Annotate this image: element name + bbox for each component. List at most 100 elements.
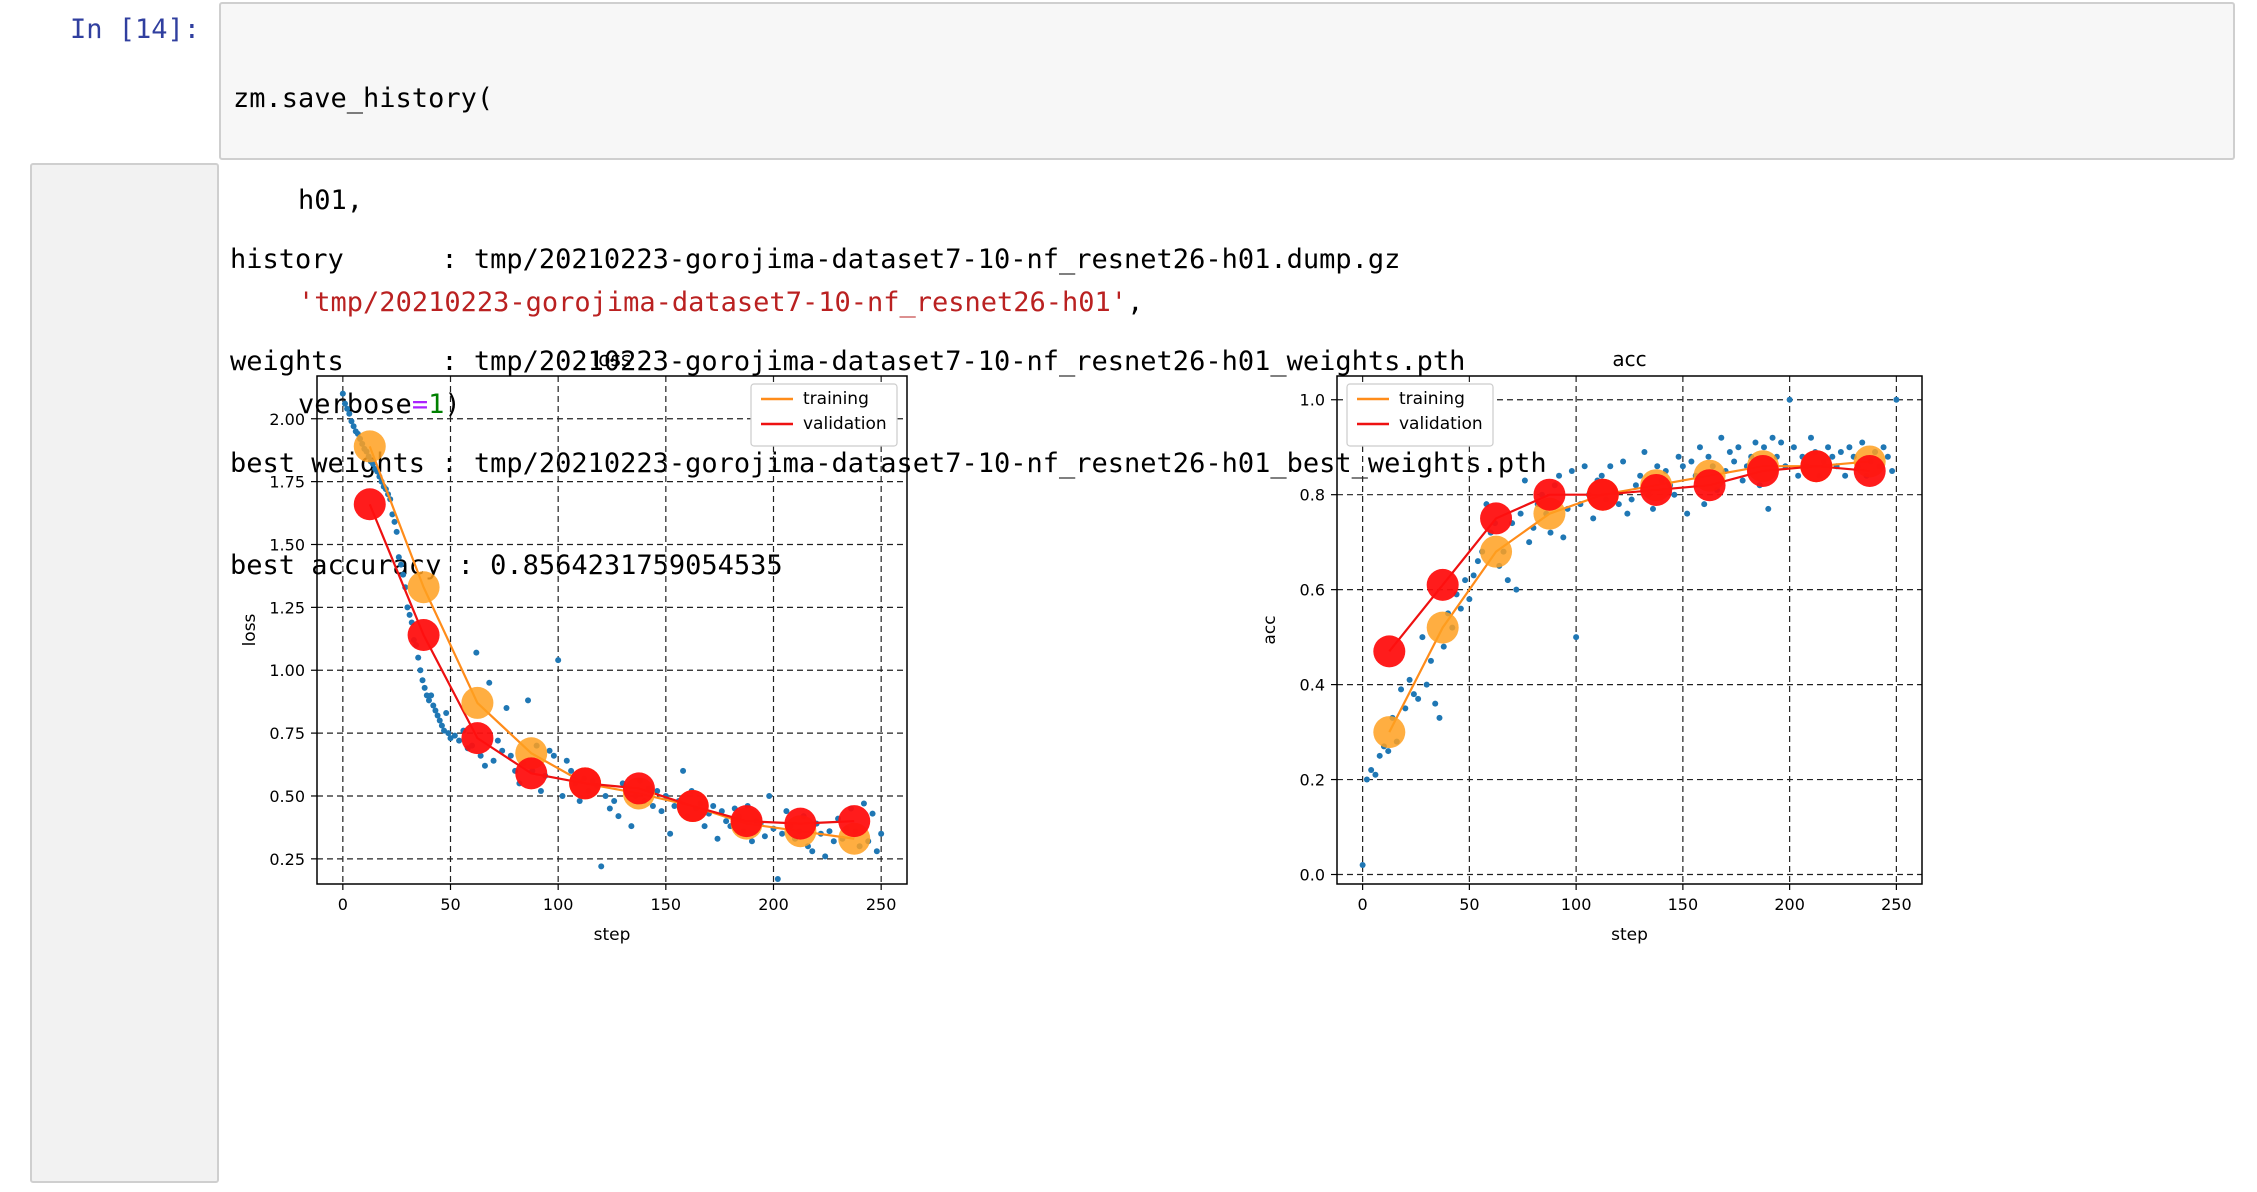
- scatter-point: [1556, 472, 1563, 479]
- validation-marker: [676, 790, 709, 823]
- validation-marker: [461, 722, 494, 755]
- scatter-point: [860, 800, 867, 807]
- scatter-point: [406, 611, 413, 618]
- scatter-point: [550, 752, 557, 759]
- validation-marker: [1373, 635, 1406, 668]
- scatter-point: [1718, 434, 1725, 441]
- scatter-point: [391, 518, 398, 525]
- scatter-point: [1829, 453, 1836, 460]
- scatter-point: [477, 752, 484, 759]
- y-tick-label: 1.50: [269, 535, 305, 554]
- scatter-point: [1893, 396, 1900, 403]
- scatter-point: [1513, 586, 1520, 593]
- scatter-point: [494, 737, 501, 744]
- scatter-point: [546, 747, 553, 754]
- scatter-point: [1419, 634, 1426, 641]
- scatter-point: [341, 400, 348, 407]
- scatter-point: [525, 697, 532, 704]
- y-tick-label: 0.6: [1300, 581, 1325, 600]
- scatter-point: [1474, 558, 1481, 565]
- scatter-point: [1671, 491, 1678, 498]
- scatter-point: [1581, 463, 1588, 470]
- scatter-point: [718, 808, 725, 815]
- scatter-point: [1440, 643, 1447, 650]
- scatter-point: [1837, 448, 1844, 455]
- scatter-point: [1568, 467, 1575, 474]
- validation-marker: [353, 488, 386, 521]
- operator: =: [411, 389, 429, 420]
- scatter-point: [443, 709, 450, 716]
- acc-plot: acc 0 50 100 150 200 250 0.0 0.2 0.4 0.6 0.8 1.0 step…: [1260, 347, 1923, 945]
- plot-frame: [316, 375, 908, 885]
- scatter-point: [1679, 463, 1686, 470]
- scatter-point: [671, 803, 678, 810]
- validation-marker: [1480, 502, 1513, 535]
- validation-marker: [1640, 473, 1673, 506]
- scatter-point: [576, 798, 583, 805]
- y-tick-label: 0.25: [269, 850, 305, 869]
- scatter-point: [654, 787, 661, 794]
- string-literal: 'tmp/20210223-gorojima-dataset7-10-nf_re…: [298, 287, 1128, 318]
- code-cell[interactable]: In [14]: zm.save_history( h01, 'tmp/2021…: [0, 0, 2257, 420]
- scatter-point: [774, 875, 781, 882]
- scatter-point: [1398, 686, 1405, 693]
- scatter-point: [438, 722, 445, 729]
- legend: training validation: [1346, 383, 1494, 447]
- scatter-point: [1632, 482, 1639, 489]
- scatter-point: [830, 838, 837, 845]
- code-editor[interactable]: zm.save_history( h01, 'tmp/20210223-goro…: [219, 2, 2235, 420]
- x-tick-label: 0: [1358, 895, 1368, 914]
- scatter-point: [869, 810, 876, 817]
- code-line: 'tmp/20210223-gorojima-dataset7-10-nf_re…: [298, 287, 1144, 318]
- scatter-point: [369, 461, 376, 468]
- scatter-point: [436, 717, 443, 724]
- scatter-point: [615, 813, 622, 820]
- scatter-point: [400, 571, 407, 578]
- y-axis-label: acc: [1260, 615, 1280, 644]
- x-axis-label: step: [1611, 925, 1648, 945]
- scatter-point: [1884, 453, 1891, 460]
- scatter-point: [1573, 634, 1580, 641]
- scatter-point: [611, 798, 618, 805]
- scatter-point: [537, 787, 544, 794]
- scatter-point: [344, 405, 351, 412]
- scatter-point: [1654, 463, 1661, 470]
- training-line: [368, 446, 855, 840]
- scatter-point: [1739, 477, 1746, 484]
- scatter-point: [1462, 577, 1469, 584]
- input-prompt: In [14]:: [70, 14, 201, 45]
- scatter-point: [1615, 501, 1622, 508]
- scatter-point: [350, 423, 357, 430]
- scatter-point: [1859, 439, 1866, 446]
- scatter-point: [1624, 510, 1631, 517]
- scatter-point: [710, 803, 717, 810]
- scatter-point: [1526, 539, 1533, 546]
- scatter-point: [389, 511, 396, 518]
- scatter-point: [395, 554, 402, 561]
- scatter-point: [761, 833, 768, 840]
- scatter-point: [1769, 434, 1776, 441]
- scatter-point: [456, 737, 463, 744]
- scatter-point: [1402, 705, 1409, 712]
- y-tick-label: 1.00: [269, 661, 305, 680]
- legend: training validation: [750, 383, 898, 447]
- y-tick-label: 0.2: [1300, 771, 1325, 790]
- validation-marker: [1746, 454, 1779, 487]
- scatter-point: [1696, 444, 1703, 451]
- scatter-point: [1726, 448, 1733, 455]
- legend-label: training: [803, 389, 869, 409]
- scatter-point: [1376, 752, 1383, 759]
- scatter-point: [1880, 444, 1887, 451]
- scatter-point: [1825, 444, 1832, 451]
- scatter-point: [559, 792, 566, 799]
- x-tick-label: 50: [440, 895, 460, 914]
- scatter-point: [701, 823, 708, 830]
- training-marker: [461, 686, 494, 719]
- output-gutter[interactable]: [30, 163, 219, 1183]
- y-tick-label: 0.8: [1300, 486, 1325, 505]
- scatter-point: [434, 712, 441, 719]
- scatter-point: [878, 830, 885, 837]
- training-marker: [353, 430, 386, 463]
- scatter-point: [507, 752, 514, 759]
- scatter-point: [1786, 396, 1793, 403]
